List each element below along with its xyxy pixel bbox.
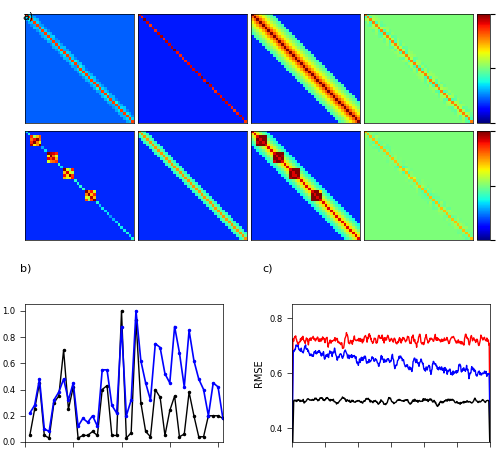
Text: a): a) [22, 11, 34, 21]
Y-axis label: RMSE: RMSE [254, 359, 264, 387]
Text: c): c) [262, 264, 273, 274]
Text: b): b) [20, 264, 32, 274]
